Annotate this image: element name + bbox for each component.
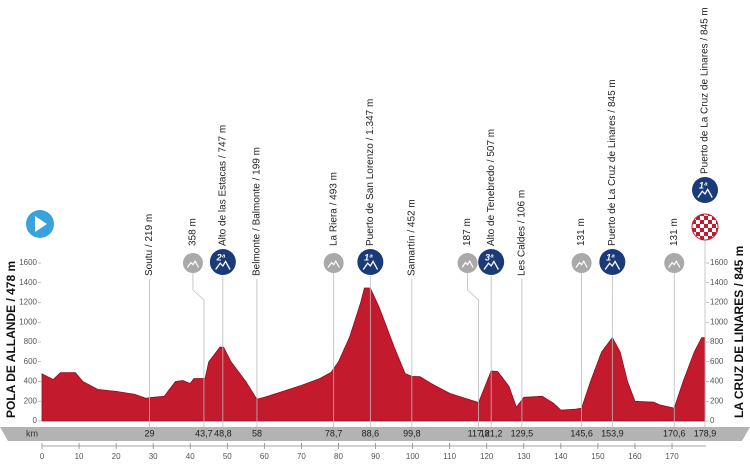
y2-tick-label: 600 (710, 357, 724, 366)
y-tick-label: 1600 (19, 258, 37, 267)
x-tick-label: 70 (297, 452, 306, 461)
x-tick-label: 50 (223, 452, 232, 461)
climb-mountain (604, 260, 621, 270)
y2-tick-label: 200 (710, 396, 724, 405)
waypoint-label: Puerto de San Lorenzo / 1.347 m (365, 99, 376, 246)
y-tick-label: 200 (24, 396, 38, 405)
y-tick-label: 1200 (19, 298, 37, 307)
y2-tick-label: 800 (710, 337, 724, 346)
waypoint-km: 121,2 (480, 428, 503, 438)
finish-label: LA CRUZ DE LINARES / 845 m (732, 246, 746, 418)
waypoint-km: 178,9 (694, 428, 717, 438)
waypoint-label: 358 m (188, 218, 199, 246)
waypoint-label: Belmonte / Balmonte / 199 m (252, 147, 263, 276)
waypoint-km: 78,7 (325, 428, 343, 438)
waypoint-km: 170,6 (663, 428, 686, 438)
x-tick-label: 0 (40, 452, 45, 461)
y-tick-label: 1000 (19, 317, 37, 326)
x-tick-label: 100 (406, 452, 420, 461)
x-tick-label: 120 (480, 452, 494, 461)
waypoint-label: 131 m (576, 218, 587, 246)
elevation-area (41, 287, 706, 422)
sprint-icon (571, 253, 592, 273)
climb-mountain (362, 260, 379, 270)
waypoint-km: 58 (252, 428, 262, 438)
sprint-mountain (186, 260, 200, 268)
waypoint-label: Soutu / 219 m (144, 214, 155, 276)
climb-category: 1ª (606, 252, 615, 262)
sprint-icon (323, 253, 344, 273)
climb-category: 3ª (485, 252, 494, 262)
waypoint-km: 29 (144, 428, 154, 438)
y-tick-label: 1400 (19, 278, 37, 287)
y2-tick-label: 1000 (710, 317, 728, 326)
waypoint-km: 88,6 (362, 428, 380, 438)
climb-mountain (215, 260, 231, 270)
waypoint-label: Puerto de La Cruz de Linares / 845 m (607, 79, 618, 246)
y2-tick-label: 0 (710, 416, 715, 425)
climb-category: 1ª (699, 180, 708, 190)
x-tick-label: 160 (628, 452, 642, 461)
x-tick-label: 170 (665, 452, 679, 461)
x-tick-label: 140 (554, 452, 568, 461)
waypoint-line (192, 273, 205, 427)
start-arrow (35, 216, 47, 232)
sprint-mountain (575, 260, 588, 268)
waypoint-km: 43,7 (195, 428, 213, 438)
y-tick-label: 800 (24, 337, 38, 346)
sprint-icon (457, 253, 478, 273)
climb-mountain (483, 260, 499, 270)
climb-category: 2ª (216, 252, 226, 262)
x-tick-label: 20 (112, 452, 121, 461)
waypoint-label: Puerto de La Cruz de Linares / 845 m (700, 7, 711, 174)
sprint-mountain (668, 260, 681, 268)
waypoint-km: 117,8 (468, 428, 490, 438)
y2-tick-label: 400 (710, 377, 724, 386)
climb-category: 1ª (364, 252, 373, 262)
waypoint-label: Les Caldes / 106 m (517, 190, 528, 276)
waypoint-km: 129,5 (511, 428, 534, 438)
km-label: km (26, 428, 38, 438)
x-tick-label: 110 (443, 452, 456, 461)
x-tick-label: 40 (186, 452, 195, 461)
y2-tick-label: 1200 (710, 298, 728, 307)
waypoint-label: Alto de las Estacas / 747 m (217, 125, 228, 246)
waypoint-label: 131 m (669, 218, 680, 246)
x-tick-label: 150 (591, 452, 605, 461)
km-band (0, 427, 750, 441)
waypoint-km: 145,6 (570, 428, 593, 438)
x-tick-label: 60 (260, 452, 269, 461)
finish-flag (691, 213, 719, 241)
sprint-icon (664, 253, 685, 273)
start-label: POLA DE ALLANDE / 478 m (4, 261, 18, 418)
climb-mountain (697, 188, 713, 198)
x-tick-label: 30 (149, 452, 158, 461)
y-tick-label: 0 (33, 416, 38, 425)
y-tick-label: 400 (24, 377, 38, 386)
y2-tick-label: 1600 (710, 258, 728, 267)
sprint-mountain (327, 260, 340, 268)
waypoint-km: 153,9 (601, 428, 624, 438)
waypoint-km: 99,8 (403, 428, 421, 438)
x-tick-label: 10 (75, 452, 84, 461)
sprint-mountain (461, 260, 474, 268)
waypoint-label: 187 m (462, 218, 473, 246)
waypoint-label: Alto de Tenebredo / 507 m (486, 129, 497, 246)
waypoint-label: Samartín / 452 m (406, 199, 417, 276)
x-tick-label: 80 (334, 452, 343, 461)
y2-tick-label: 1400 (710, 278, 728, 287)
waypoint-km: 48,8 (214, 428, 232, 438)
waypoint-line (467, 273, 479, 427)
sprint-icon (182, 253, 203, 273)
waypoint-label: La Riera / 493 m (328, 172, 339, 246)
x-tick-label: 130 (517, 452, 531, 461)
x-tick-label: 90 (371, 452, 380, 461)
y-tick-label: 600 (24, 357, 38, 366)
